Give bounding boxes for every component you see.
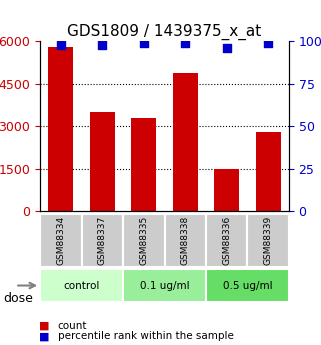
FancyBboxPatch shape: [165, 214, 206, 267]
Point: [265, 40, 271, 46]
FancyBboxPatch shape: [123, 214, 165, 267]
Point: [58, 42, 64, 48]
FancyBboxPatch shape: [123, 269, 206, 302]
Text: GSM88339: GSM88339: [264, 216, 273, 265]
Text: control: control: [64, 280, 100, 290]
FancyBboxPatch shape: [40, 269, 123, 302]
FancyBboxPatch shape: [206, 269, 289, 302]
FancyBboxPatch shape: [40, 214, 82, 267]
Text: 0.1 ug/ml: 0.1 ug/ml: [140, 280, 189, 290]
Text: GSM88338: GSM88338: [181, 216, 190, 265]
Text: dose: dose: [3, 292, 33, 305]
Text: percentile rank within the sample: percentile rank within the sample: [58, 332, 234, 341]
Point: [224, 46, 229, 51]
Bar: [131, 118, 156, 211]
Title: GDS1809 / 1439375_x_at: GDS1809 / 1439375_x_at: [67, 24, 262, 40]
Text: 0.5 ug/ml: 0.5 ug/ml: [223, 280, 272, 290]
Text: ■: ■: [39, 321, 49, 331]
Bar: [90, 112, 115, 211]
Bar: [214, 169, 239, 211]
Text: count: count: [58, 321, 87, 331]
Bar: [48, 47, 73, 211]
Text: ■: ■: [39, 332, 49, 341]
Point: [100, 42, 105, 48]
Text: GSM88335: GSM88335: [139, 216, 148, 265]
Point: [141, 40, 146, 46]
Bar: [173, 72, 198, 211]
FancyBboxPatch shape: [206, 214, 247, 267]
FancyBboxPatch shape: [247, 214, 289, 267]
Text: GSM88336: GSM88336: [222, 216, 231, 265]
Text: GSM88337: GSM88337: [98, 216, 107, 265]
Text: GSM88334: GSM88334: [56, 216, 65, 265]
Bar: [256, 132, 281, 211]
FancyBboxPatch shape: [82, 214, 123, 267]
Point: [183, 40, 188, 46]
